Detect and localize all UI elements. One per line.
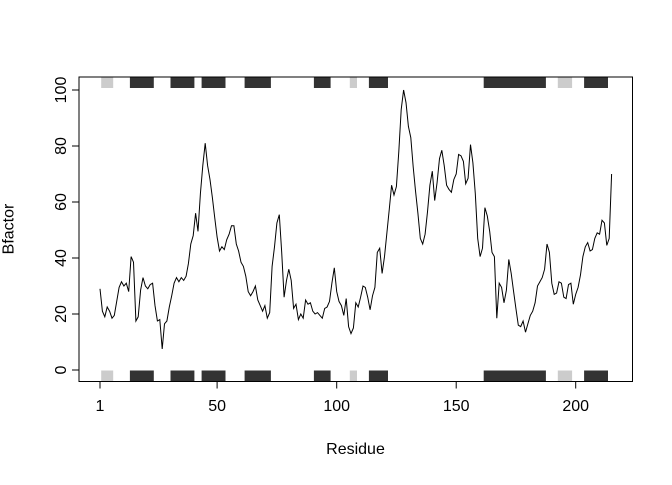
x-tick-label: 50 bbox=[208, 398, 226, 415]
sse-sheet-block bbox=[101, 77, 114, 88]
y-tick-label: 0 bbox=[53, 365, 70, 374]
sse-helix-block bbox=[313, 77, 331, 88]
sse-helix-block bbox=[313, 370, 331, 381]
y-axis-label: Bfactor bbox=[1, 203, 18, 254]
y-tick-label: 100 bbox=[53, 77, 70, 104]
y-tick-label: 60 bbox=[53, 193, 70, 211]
sse-helix-block bbox=[170, 77, 195, 88]
y-tick-label: 80 bbox=[53, 137, 70, 155]
sse-helix-block bbox=[244, 370, 271, 381]
x-axis-label: Residue bbox=[326, 441, 385, 458]
sse-helix-block bbox=[129, 77, 154, 88]
sse-sheet-block bbox=[557, 370, 573, 381]
sse-helix-block bbox=[244, 77, 271, 88]
sse-helix-block bbox=[170, 370, 195, 381]
y-tick-label: 20 bbox=[53, 305, 70, 323]
sse-sheet-block bbox=[349, 370, 357, 381]
sse-helix-block bbox=[483, 370, 546, 381]
plot-border-box bbox=[78, 76, 633, 382]
sse-annotation-top bbox=[101, 77, 608, 88]
sse-helix-block bbox=[201, 77, 226, 88]
x-tick-label: 150 bbox=[443, 398, 470, 415]
sse-sheet-block bbox=[101, 370, 114, 381]
y-tick-label: 40 bbox=[53, 249, 70, 267]
sse-annotation-bottom bbox=[101, 370, 608, 381]
sse-sheet-block bbox=[349, 77, 357, 88]
sse-helix-block bbox=[201, 370, 226, 381]
bfactor-line bbox=[99, 89, 613, 350]
sse-helix-block bbox=[584, 77, 608, 88]
sse-helix-block bbox=[368, 77, 388, 88]
sse-helix-block bbox=[483, 77, 546, 88]
sse-helix-block bbox=[584, 370, 608, 381]
x-tick-label: 200 bbox=[562, 398, 589, 415]
x-tick-label: 100 bbox=[323, 398, 350, 415]
sse-helix-block bbox=[129, 370, 154, 381]
x-tick-label: 1 bbox=[96, 398, 105, 415]
sse-helix-block bbox=[368, 370, 388, 381]
sse-sheet-block bbox=[557, 77, 573, 88]
